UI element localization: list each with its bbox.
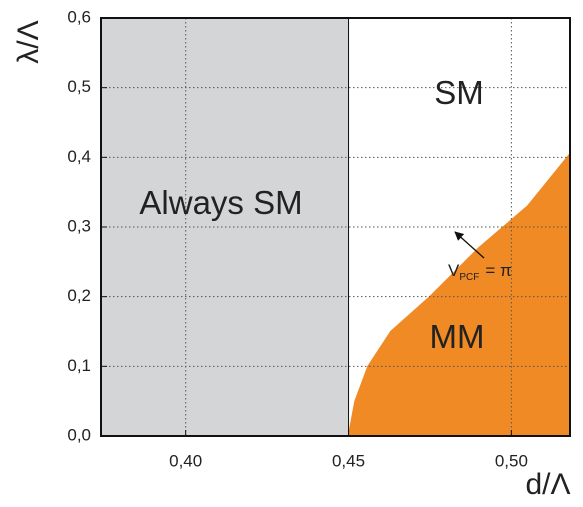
x-tick-label: 0,40: [169, 451, 202, 470]
x-axis-label: d/Λ: [525, 468, 570, 501]
y-tick-label: 0,5: [67, 77, 91, 96]
x-tick-label: 0,45: [332, 451, 365, 470]
mm-label: MM: [430, 318, 485, 355]
y-tick-label: 0,2: [67, 286, 91, 305]
y-axis-label: λ/Λ: [12, 20, 45, 63]
vpcf-rest: = π: [485, 261, 511, 280]
y-tick-label: 0,6: [67, 7, 91, 26]
vpcf-arrow: [454, 231, 485, 259]
vpcf-sub: PCF: [459, 272, 479, 283]
x-tick-label: 0,50: [495, 451, 528, 470]
y-tick-label: 0,1: [67, 356, 91, 375]
sm-label: SM: [434, 74, 484, 111]
vpcf-curve: [347, 153, 571, 437]
always-sm-label: Always SM: [139, 184, 302, 221]
y-tick-label: 0,0: [67, 425, 91, 444]
y-tick-label: 0,4: [67, 147, 91, 166]
mm-fill: [348, 153, 570, 436]
vpcf-main: V: [448, 261, 460, 280]
y-tick-label: 0,3: [67, 216, 91, 235]
vpcf-label: VPCF = π: [448, 261, 512, 283]
